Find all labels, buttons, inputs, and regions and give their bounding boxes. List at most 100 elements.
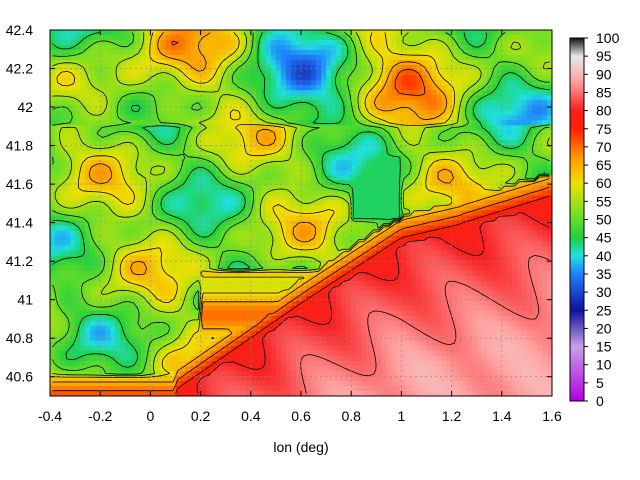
heatmap-cell [406, 220, 413, 227]
heatmap-cell [195, 55, 202, 61]
heatmap-cell [476, 110, 483, 116]
heatmap-cell [65, 165, 71, 171]
heatmap-cell [260, 170, 267, 176]
heatmap-cell [75, 275, 81, 282]
heatmap-cell [180, 265, 187, 272]
heatmap-cell [85, 35, 91, 41]
heatmap-cell [311, 260, 317, 267]
heatmap-cell [75, 80, 81, 86]
heatmap-cell [180, 45, 187, 51]
heatmap-cell [165, 220, 172, 227]
heatmap-cell [306, 215, 312, 222]
heatmap-cell [230, 115, 237, 121]
heatmap-cell [60, 100, 66, 106]
heatmap-cell [371, 245, 377, 252]
heatmap-cell [331, 180, 337, 187]
heatmap-cell [326, 230, 332, 237]
heatmap-cell [421, 185, 428, 192]
heatmap-cell [496, 40, 503, 46]
heatmap-cell [301, 75, 307, 81]
heatmap-cell [225, 260, 232, 267]
heatmap-cell [381, 195, 387, 202]
heatmap-cell [366, 45, 372, 51]
heatmap-cell [260, 50, 267, 56]
heatmap-cell [351, 110, 357, 116]
heatmap-cell [506, 130, 513, 136]
heatmap-cell [225, 235, 232, 242]
heatmap-cell [100, 60, 106, 66]
heatmap-cell [155, 85, 162, 91]
heatmap-cell [280, 265, 287, 272]
heatmap-cell [336, 30, 342, 36]
heatmap-cell [391, 110, 397, 116]
heatmap-cell [421, 130, 428, 136]
heatmap-cell [70, 250, 76, 257]
heatmap-cell [431, 225, 438, 232]
heatmap-cell [476, 150, 483, 156]
heatmap-cell [235, 150, 242, 156]
heatmap-cell [306, 220, 312, 227]
heatmap-cell [371, 275, 377, 282]
heatmap-cell [50, 230, 56, 237]
heatmap-cell [446, 205, 453, 212]
heatmap-cell [321, 85, 327, 91]
heatmap-cell [511, 110, 518, 116]
heatmap-cell [80, 260, 86, 267]
heatmap-cell [371, 30, 377, 36]
heatmap-cell [75, 85, 81, 91]
heatmap-cell [230, 195, 237, 202]
heatmap-cell [115, 190, 121, 197]
heatmap-cell [526, 215, 533, 222]
heatmap-cell [190, 140, 197, 146]
heatmap-cell [85, 190, 91, 197]
heatmap-cell [230, 220, 237, 227]
heatmap-cell [446, 195, 453, 202]
heatmap-cell [306, 190, 312, 197]
heatmap-cell [366, 80, 372, 86]
heatmap-cell [80, 130, 86, 136]
heatmap-cell [431, 195, 438, 202]
heatmap-cell [110, 275, 116, 282]
heatmap-cell [456, 200, 463, 207]
heatmap-cell [280, 140, 287, 146]
heatmap-cell [386, 85, 392, 91]
heatmap-cell [55, 60, 61, 66]
heatmap-cell [160, 50, 167, 56]
heatmap-cell [356, 80, 362, 86]
heatmap-cell [441, 240, 448, 247]
heatmap-cell [536, 250, 543, 257]
heatmap-cell [456, 80, 463, 86]
heatmap-cell [70, 115, 76, 121]
heatmap-cell [366, 210, 372, 217]
heatmap-cell [250, 245, 257, 252]
heatmap-cell [215, 255, 222, 262]
heatmap-cell [476, 45, 483, 51]
heatmap-cell [366, 105, 372, 111]
heatmap-cell [546, 265, 552, 272]
heatmap-cell [366, 160, 372, 166]
heatmap-cell [371, 80, 377, 86]
heatmap-cell [331, 240, 337, 247]
heatmap-cell [85, 50, 91, 56]
heatmap-cell [466, 140, 473, 146]
heatmap-cell [541, 240, 548, 247]
heatmap-cell [105, 65, 111, 71]
heatmap-cell [270, 270, 277, 277]
heatmap-cell [275, 235, 282, 242]
heatmap-cell [336, 50, 342, 56]
heatmap-cell [431, 35, 438, 41]
heatmap-cell [155, 240, 162, 247]
heatmap-cell [531, 235, 538, 242]
heatmap-cell [260, 270, 267, 277]
heatmap-cell [260, 85, 267, 91]
heatmap-cell [190, 250, 197, 257]
heatmap-cell [180, 245, 187, 252]
heatmap-cell [135, 80, 141, 86]
heatmap-cell [115, 260, 121, 267]
heatmap-cell [356, 170, 362, 176]
heatmap-cell [95, 155, 101, 161]
heatmap-cell [255, 175, 262, 182]
heatmap-cell [511, 150, 518, 156]
heatmap-cell [110, 90, 116, 96]
heatmap-cell [531, 115, 538, 121]
